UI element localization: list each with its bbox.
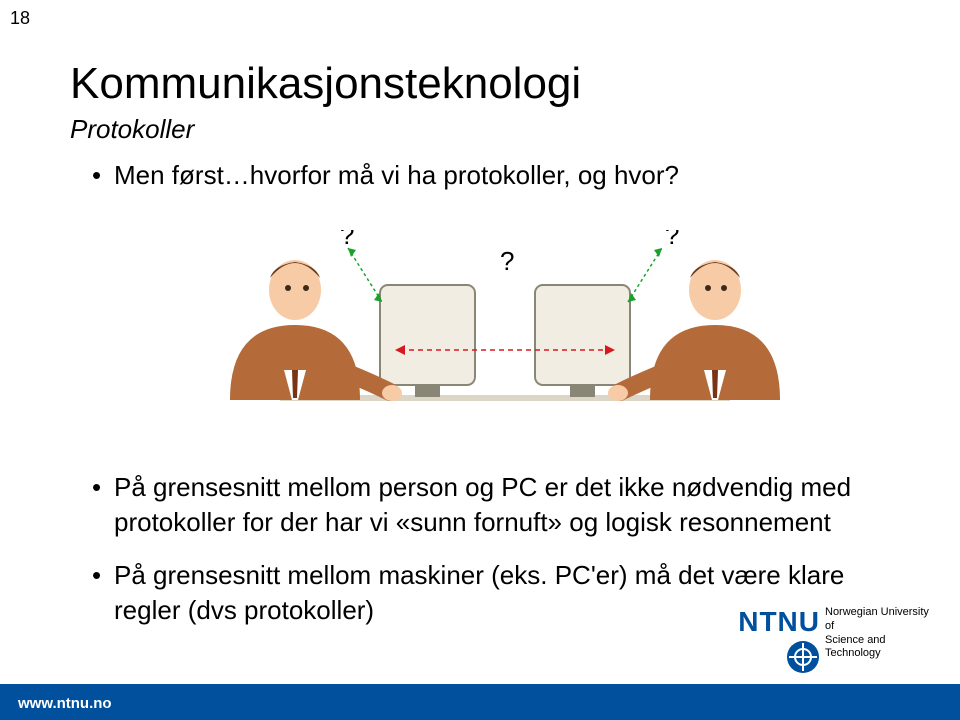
bullet-top-text: Men først…hvorfor må vi ha protokoller, …: [114, 160, 679, 191]
bullet-dot-icon: •: [92, 470, 114, 540]
green-arrow-left-icon: [348, 248, 382, 302]
qm-right: ?: [665, 230, 679, 250]
footer-url: www.ntnu.no: [18, 695, 112, 712]
ntnu-logo: NTNU Norwegian University of Science and…: [700, 600, 940, 680]
logo-sub-line2: Science and Technology: [825, 634, 886, 660]
qm-mid: ?: [500, 246, 514, 276]
footer-bar: [0, 684, 960, 720]
left-person-icon: [230, 260, 402, 401]
green-arrow-right-icon: [628, 248, 662, 302]
right-monitor-icon: [535, 285, 630, 397]
logo-sub-line1: Norwegian University of: [825, 606, 929, 632]
logo-subtitle: Norwegian University of Science and Tech…: [825, 606, 940, 661]
bullet-bottom-1-text: På grensesnitt mellom person og PC er de…: [114, 470, 870, 540]
communication-diagram: ? ? ?: [70, 230, 890, 430]
bullet-bottom-1: • På grensesnitt mellom person og PC er …: [92, 470, 870, 540]
page-number: 18: [10, 8, 30, 29]
ntnu-emblem-icon: [786, 640, 820, 674]
slide: 18 Kommunikasjonsteknologi Protokoller •…: [0, 0, 960, 720]
slide-heading: Kommunikasjonsteknologi: [70, 60, 581, 108]
bullet-top: • Men først…hvorfor må vi ha protokoller…: [92, 160, 890, 191]
bullet-dot-icon: •: [92, 160, 114, 191]
bullet-dot-icon: •: [92, 558, 114, 628]
qm-left: ?: [340, 230, 354, 250]
left-monitor-icon: [380, 285, 475, 397]
slide-subheading: Protokoller: [70, 114, 194, 145]
diagram-svg: ? ? ?: [70, 230, 890, 430]
right-person-icon: [608, 260, 780, 401]
logo-text: NTNU: [738, 606, 820, 638]
bullet-top-group: • Men først…hvorfor må vi ha protokoller…: [70, 160, 890, 191]
